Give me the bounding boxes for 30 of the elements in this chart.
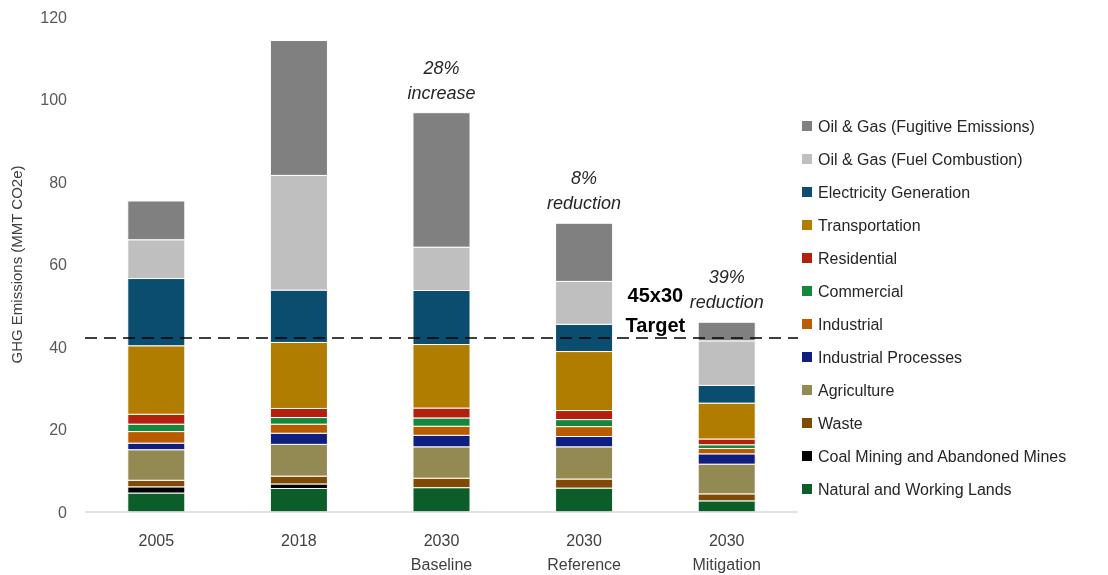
x-tick-label: 2018 — [281, 532, 317, 549]
legend-label: Oil & Gas (Fuel Combustion) — [818, 151, 1023, 168]
x-tick-label: 2030 Mitigation — [692, 532, 761, 573]
y-tick-label: 100 — [40, 91, 68, 109]
y-tick-label: 80 — [49, 173, 68, 191]
legend-label: Industrial — [818, 316, 883, 333]
legend-label: Industrial Processes — [818, 349, 963, 366]
y-tick-label: 20 — [49, 421, 68, 439]
y-tick-label: 0 — [58, 503, 68, 521]
bar — [269, 487, 328, 513]
legend-label: Residential — [818, 250, 898, 267]
y-tick-label: 120 — [40, 8, 68, 26]
legend-label: Waste — [818, 415, 863, 432]
legend-label: Agriculture — [818, 382, 895, 399]
y-tick-label: 60 — [49, 256, 68, 274]
annotation: 39% reduction — [689, 267, 764, 313]
legend-label: Coal Mining and Abandoned Mines — [818, 448, 1067, 465]
annotation: 8% reduction — [547, 168, 622, 214]
legend-label: Commercial — [818, 283, 904, 300]
legend-label: Electricity Generation — [818, 184, 971, 201]
legend-label: Oil & Gas (Fugitive Emissions) — [818, 118, 1035, 135]
y-tick-label: 40 — [49, 338, 68, 356]
annotation: 28% increase — [407, 57, 476, 103]
x-tick-label: 2030 Baseline — [410, 532, 473, 573]
x-tick-label: 2005 — [138, 532, 175, 549]
legend-label: Natural and Working Lands — [818, 481, 1012, 498]
ref-line-label: 45x30 Target — [625, 283, 686, 336]
y-axis-title: GHG Emissions (MMT CO2e) — [8, 165, 25, 364]
x-tick-label: 2030 Reference — [547, 532, 622, 573]
legend-label: Transportation — [818, 217, 921, 234]
